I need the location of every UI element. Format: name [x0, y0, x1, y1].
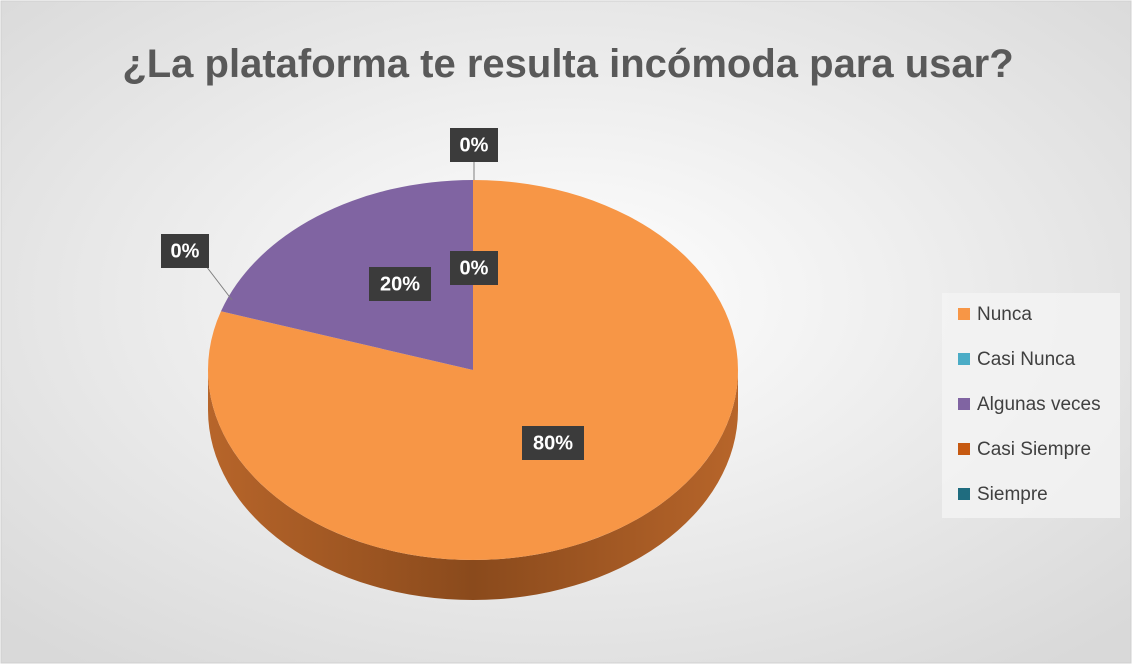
- legend-swatch: [958, 308, 970, 320]
- legend-swatch: [958, 443, 970, 455]
- legend-swatch: [958, 398, 970, 410]
- chart-title: ¿La plataforma te resulta incómoda para …: [122, 42, 1014, 86]
- leader-line: [205, 265, 233, 301]
- data-label: 80%: [533, 432, 573, 454]
- legend-swatch: [958, 488, 970, 500]
- label-box: [450, 128, 498, 162]
- label-box: [522, 426, 584, 460]
- label-box: [161, 234, 209, 268]
- data-label: 0%: [460, 257, 489, 279]
- label-box: [450, 251, 498, 285]
- legend-label: Siempre: [977, 484, 1048, 505]
- data-label: 20%: [380, 273, 420, 295]
- legend-label: Algunas veces: [977, 394, 1101, 415]
- data-label: 0%: [460, 134, 489, 156]
- legend-label: Casi Nunca: [977, 349, 1076, 370]
- data-label: 0%: [171, 240, 200, 262]
- legend-box: [942, 293, 1120, 518]
- legend-swatch: [958, 353, 970, 365]
- pie-slice: [220, 180, 473, 370]
- pie-side: [208, 370, 738, 600]
- label-box: [369, 267, 431, 301]
- legend-label: Casi Siempre: [977, 439, 1091, 460]
- legend-label: Nunca: [977, 304, 1032, 325]
